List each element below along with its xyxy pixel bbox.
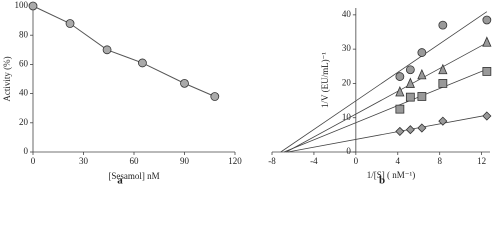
y-tick-label: 20 <box>19 117 29 127</box>
point <box>417 48 427 57</box>
x-tick-label: 4 <box>396 156 401 166</box>
y-tick-label: 100 <box>15 0 29 10</box>
point <box>210 92 220 101</box>
x-tick-label: 120 <box>228 156 242 166</box>
y-tick-label: 60 <box>19 58 29 68</box>
y-tick-label: 40 <box>19 88 29 98</box>
point <box>102 45 112 55</box>
x-axis-label: 1/[S] ( nM⁻¹) <box>367 170 415 180</box>
y-tick-label: 30 <box>342 43 352 53</box>
point <box>65 19 75 28</box>
point <box>395 126 405 136</box>
point <box>438 116 448 126</box>
point <box>482 111 492 121</box>
panel-label: a <box>117 175 123 187</box>
x-axis-label: [Sesamol] nM <box>108 171 159 181</box>
point <box>395 72 405 81</box>
point <box>395 86 405 97</box>
point <box>438 20 448 30</box>
y-tick-label: 0 <box>346 146 351 156</box>
point <box>405 77 415 88</box>
y-tick-label: 20 <box>342 77 352 87</box>
x-tick-label: 12 <box>477 156 486 166</box>
x-tick-label: 0 <box>31 156 36 166</box>
y-axis-label: Activity (%) <box>2 56 12 101</box>
point <box>438 63 448 75</box>
x-tick-label: 0 <box>354 156 359 166</box>
point <box>405 92 415 102</box>
fit-line <box>286 42 488 153</box>
fit-curve <box>32 5 215 97</box>
fit-line <box>283 68 488 153</box>
fit-line <box>287 114 487 153</box>
y-tick-label: 10 <box>342 112 352 122</box>
y-tick-label: 0 <box>24 146 29 156</box>
point <box>395 104 405 114</box>
x-tick-label: 60 <box>130 156 140 166</box>
x-tick-label: 8 <box>437 156 442 166</box>
x-tick-label: 90 <box>180 156 190 166</box>
y-tick-label: 40 <box>342 9 352 19</box>
point <box>405 125 415 135</box>
point <box>482 67 492 76</box>
point <box>482 15 492 25</box>
point <box>180 78 189 88</box>
point <box>417 68 427 80</box>
point <box>438 79 448 88</box>
point <box>138 58 147 68</box>
x-tick-label: 30 <box>79 156 89 166</box>
point <box>417 92 427 101</box>
point <box>417 123 427 133</box>
point <box>28 1 38 11</box>
point <box>405 65 415 75</box>
panel-label: b <box>379 175 385 187</box>
y-tick-label: 80 <box>19 29 29 39</box>
y-axis-label: 1/V (EU/mL)⁻¹ <box>320 52 330 108</box>
x-tick-label: -8 <box>268 156 276 166</box>
point <box>482 36 492 47</box>
fit-line <box>280 11 488 153</box>
x-tick-label: -4 <box>310 156 318 166</box>
